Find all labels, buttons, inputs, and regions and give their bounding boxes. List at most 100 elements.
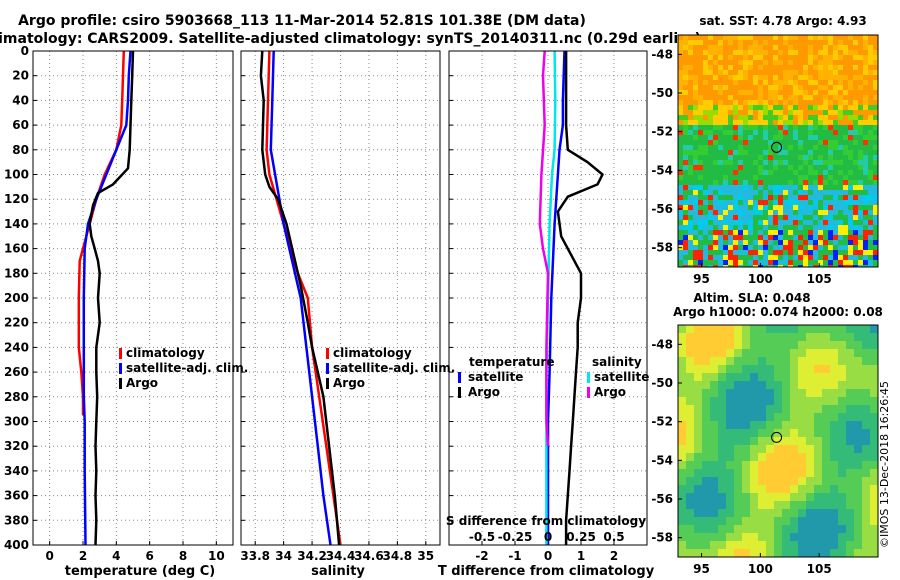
map-cell [808,215,813,220]
map-cell [718,357,726,365]
map-cell [848,35,853,40]
map-cell [773,170,778,175]
map-cell [763,165,768,170]
map-cell [873,150,878,155]
map-cell [698,60,703,65]
map-cell [734,445,742,453]
map-cell [783,195,788,200]
map-cell [753,160,758,165]
map-cell [862,453,870,461]
map-cell [728,45,733,50]
map-cell [868,175,873,180]
map-cell [830,389,838,397]
map-cell [733,130,738,135]
map-cell [823,210,828,215]
map-cell [868,200,873,205]
map-cell [738,60,743,65]
map-cell [828,80,833,85]
map-cell [743,90,748,95]
map-cell [750,525,758,533]
map-cell [742,517,750,525]
map-cell [823,250,828,255]
map-cell [783,155,788,160]
map-cell [863,215,868,220]
map-cell [688,160,693,165]
map-cell [688,40,693,45]
map-cell [854,453,862,461]
map-cell [870,349,878,357]
map-cell [750,541,758,549]
x-tick-label: 33.8 [240,549,270,563]
map-cell [703,110,708,115]
map-cell [678,525,686,533]
map-cell [773,50,778,55]
map-cell [778,195,783,200]
map-cell [793,95,798,100]
map-cell [854,357,862,365]
map-cell [793,230,798,235]
map-cell [823,95,828,100]
map-cell [862,429,870,437]
map-cell [750,421,758,429]
map-cell [806,357,814,365]
map-cell [838,373,846,381]
map-cell [708,115,713,120]
map-cell [870,413,878,421]
map-cell [710,525,718,533]
map-cell [766,365,774,373]
map-cell [813,245,818,250]
map-cell [818,215,823,220]
map-cell [693,170,698,175]
map-cell [798,150,803,155]
map-cell [858,245,863,250]
map-cell [863,165,868,170]
map-cell [848,205,853,210]
map-cell [774,501,782,509]
map-cell [823,195,828,200]
map-cell [854,549,862,557]
map-cell [768,185,773,190]
map-cell [783,85,788,90]
map-cell [798,40,803,45]
map-cell [683,245,688,250]
map-cell [774,437,782,445]
map-cell [678,55,683,60]
legend-label: Argo [468,385,500,399]
map-cell [862,493,870,501]
map-cell [708,250,713,255]
map-cell [698,265,703,267]
map-cell [833,155,838,160]
map-cell [838,365,846,373]
map-cell [743,55,748,60]
map-cell [702,349,710,357]
map-cell [806,485,814,493]
map-cell [678,175,683,180]
map-cell [846,389,854,397]
map-cell [853,45,858,50]
map-lon-label: 105 [807,562,832,576]
map-cell [678,150,683,155]
map-cell [703,255,708,260]
map-cell [703,40,708,45]
map-cell [773,55,778,60]
map-cell [843,45,848,50]
map-cell [766,357,774,365]
map-cell [822,461,830,469]
map-cell [748,70,753,75]
map-cell [738,75,743,80]
map-cell [814,381,822,389]
map-cell [708,60,713,65]
map-cell [683,120,688,125]
map-cell [788,200,793,205]
map-cell [828,120,833,125]
x-tick-label: 8 [179,549,187,563]
map-cell [806,541,814,549]
map-cell [868,70,873,75]
map-cell [748,130,753,135]
map-cell [818,185,823,190]
map-cell [778,205,783,210]
map-cell [803,155,808,160]
map-cell [698,145,703,150]
map-cell [806,405,814,413]
map-cell [868,260,873,265]
